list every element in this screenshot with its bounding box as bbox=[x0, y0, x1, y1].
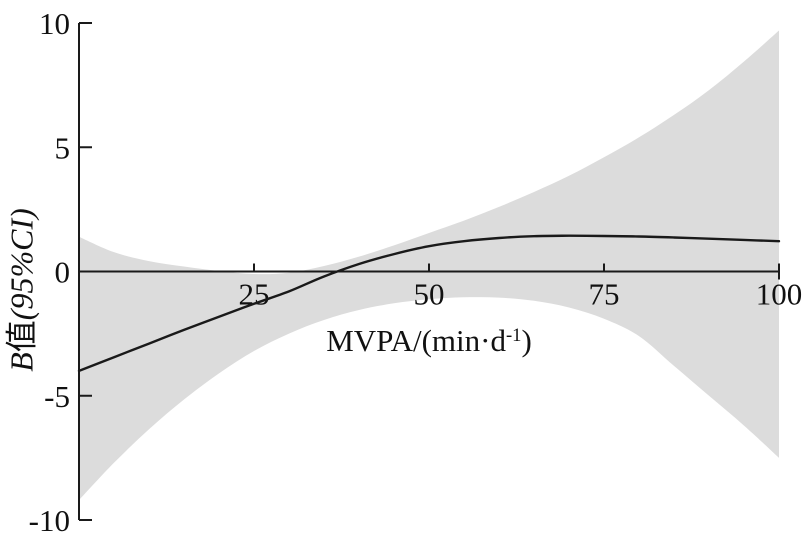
y-axis-title: B值(95%CI) bbox=[3, 208, 40, 372]
x-axis-title-main: MVPA/(min·d bbox=[326, 323, 506, 358]
x-tick-label: 50 bbox=[414, 277, 445, 312]
y-tick-label: 5 bbox=[55, 130, 71, 165]
x-tick-label: 25 bbox=[239, 277, 270, 312]
fitted-line bbox=[77, 234, 781, 373]
y-tick-label: 0 bbox=[55, 255, 71, 290]
y-axis-title-b: B bbox=[3, 352, 40, 372]
y-axis-title-ci: (95%CI) bbox=[3, 208, 40, 321]
y-tick-label: -5 bbox=[44, 379, 70, 414]
y-tick-label: -10 bbox=[29, 503, 70, 538]
x-axis-title-close: ) bbox=[521, 323, 532, 358]
x-axis-title: MVPA/(min·d-1) bbox=[326, 323, 532, 358]
y-axis-title-cjk: 值 bbox=[3, 320, 40, 353]
x-tick-label: 75 bbox=[589, 277, 620, 312]
x-axis-title-exponent: -1 bbox=[505, 324, 522, 346]
x-tick-label: 100 bbox=[756, 277, 802, 312]
y-tick-label: 10 bbox=[39, 6, 70, 41]
